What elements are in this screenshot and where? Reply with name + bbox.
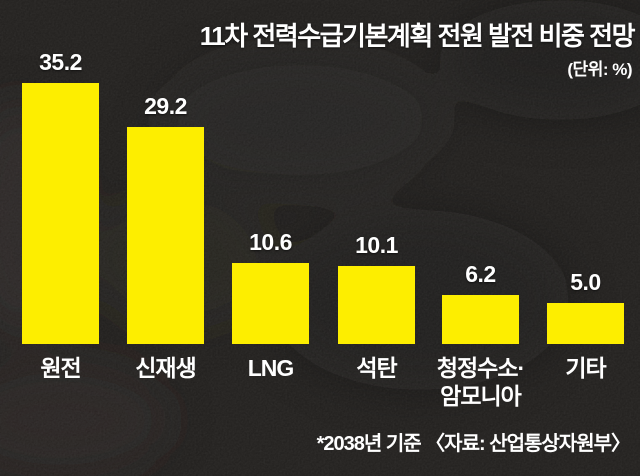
category-label: LNG [247, 355, 295, 381]
bar [442, 295, 519, 344]
source-note: *2038년 기준 〈자료: 산업통상자원부〉 [316, 433, 631, 455]
bar-value-label: 29.2 [144, 93, 187, 119]
category-label: 기타 [565, 355, 606, 381]
unit-label: (단위: %) [567, 60, 632, 79]
bar [338, 266, 415, 344]
chart-title: 11차 전력수급기본계획 전원 발전 비중 전망 [199, 21, 636, 51]
bar [22, 83, 99, 344]
bar-column: 6.2 청정수소· 암모니아 [437, 261, 525, 409]
category-label: 청정수소· 암모니아 [436, 355, 525, 409]
bar-column: 10.1 석탄 [338, 232, 415, 381]
category-label: 원전 [40, 355, 81, 381]
bar-column: 29.2 신재생 [127, 93, 204, 381]
category-label: 신재생 [135, 355, 196, 381]
bar-value-label: 6.2 [465, 261, 496, 287]
bar [547, 303, 624, 344]
bar-column: 5.0 기타 [547, 269, 624, 381]
bar [127, 127, 204, 344]
bar-column: 35.2 원전 [22, 49, 99, 381]
bar [232, 263, 309, 344]
bar-value-label: 35.2 [39, 49, 82, 75]
bar-value-label: 5.0 [570, 269, 601, 295]
category-label: 석탄 [356, 355, 397, 381]
bar-value-label: 10.6 [249, 229, 292, 255]
bar-column: 10.6 LNG [232, 229, 309, 381]
bar-value-label: 10.1 [355, 232, 398, 258]
